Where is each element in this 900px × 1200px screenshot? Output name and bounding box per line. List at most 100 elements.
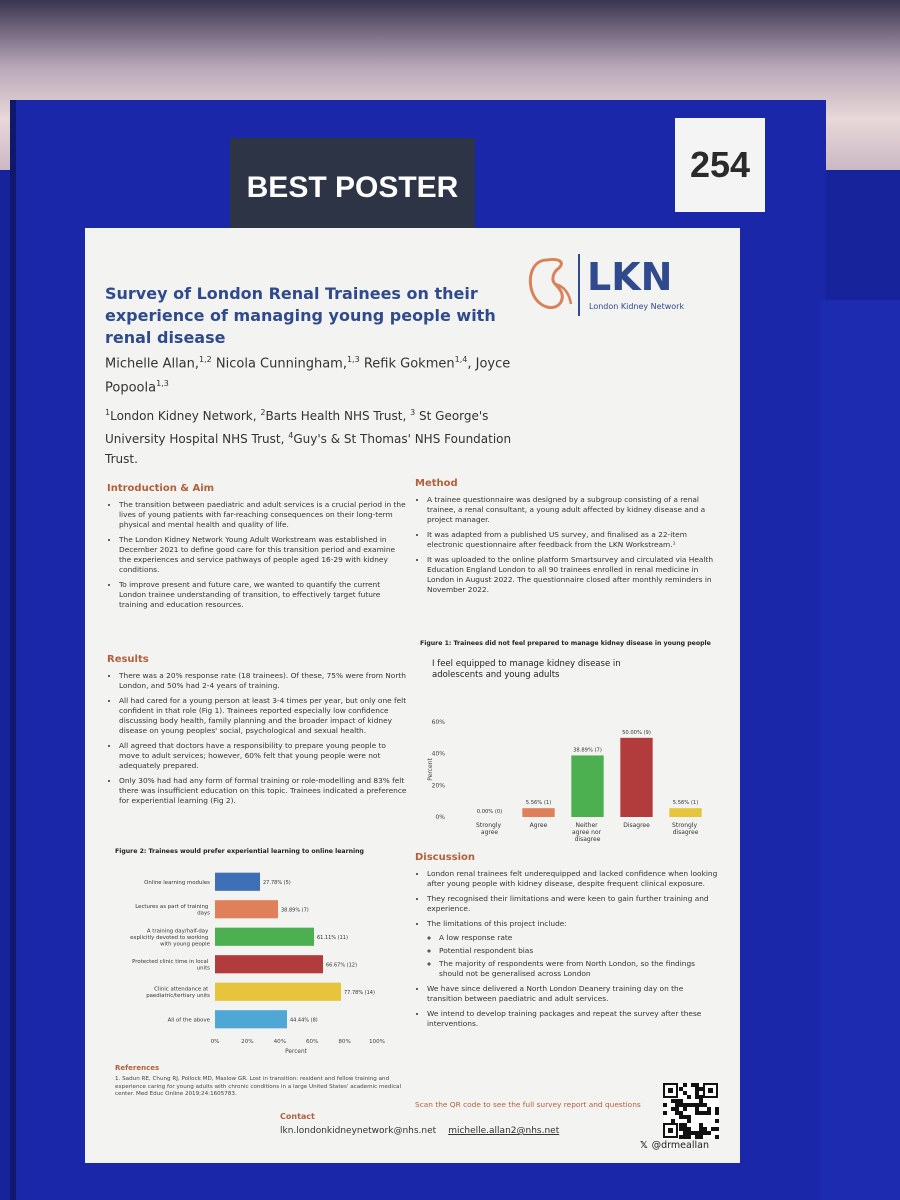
qr-module: [707, 1131, 711, 1135]
qr-module: [695, 1083, 699, 1087]
qr-module: [691, 1103, 695, 1107]
qr-finder: [703, 1083, 718, 1098]
section: Discussion London renal trainees felt und…: [415, 852, 720, 1034]
bullet: All had cared for a young person at leas…: [119, 696, 407, 736]
bullet: Only 30% had had any form of formal trai…: [119, 776, 407, 806]
authors: Michelle Allan,1,2 Nicola Cunningham,1,3…: [105, 350, 515, 399]
qr-module: [683, 1123, 687, 1127]
affiliations: 1London Kidney Network, 2Barts Health NH…: [105, 403, 515, 469]
author-name: Joyce Popoola: [105, 356, 511, 396]
bullet: The London Kidney Network Young Adult Wo…: [119, 535, 407, 575]
poster-title: Survey of London Renal Trainees on their…: [105, 284, 496, 347]
bar: [215, 872, 261, 891]
bullet-list: A trainee questionnaire was designed by …: [415, 495, 720, 595]
bullet: We intend to develop training packages a…: [427, 1009, 720, 1029]
qr-module: [695, 1087, 699, 1091]
contact: Contact lkn.londonkidneynetwork@nhs.net m…: [280, 1112, 560, 1136]
bar: [215, 900, 279, 919]
side-board: [820, 300, 900, 1200]
qr-module: [687, 1115, 691, 1119]
qr-module: [679, 1115, 683, 1119]
qr-module: [687, 1119, 691, 1123]
qr-module: [679, 1123, 683, 1127]
qr-module: [687, 1095, 691, 1099]
section: Introduction & Aim The transition between…: [107, 483, 407, 615]
handle-text: @drmeallan: [651, 1140, 709, 1151]
qr-module: [715, 1119, 719, 1123]
qr-module: [683, 1135, 687, 1139]
qr-module: [715, 1135, 719, 1139]
x-logo: 𝕏: [640, 1140, 648, 1151]
qr-module: [671, 1119, 675, 1123]
qr-module: [699, 1095, 703, 1099]
bullet: It was uploaded to the online platform S…: [427, 555, 720, 595]
references: References 1. Sadun RE, Chung RJ, Polloc…: [115, 1064, 405, 1099]
bar: [215, 1010, 287, 1029]
y-tick-label: A training day/half-day explicitly devot…: [130, 928, 211, 947]
qr-module: [679, 1127, 683, 1131]
x-tick-label: 40%: [274, 1039, 286, 1045]
bullet: London renal trainees felt underequipped…: [427, 869, 720, 889]
section-heading: Discussion: [415, 852, 476, 863]
qr-module: [699, 1111, 703, 1115]
figure-caption: Figure 1: Trainees did not feel prepared…: [420, 640, 711, 647]
qr-finder: [663, 1123, 678, 1138]
qr-module: [715, 1127, 719, 1131]
qr-module: [675, 1111, 679, 1115]
bar: [215, 955, 324, 974]
x-tick-label: Neither agree nor disagree: [572, 822, 603, 843]
bullet: There was a 20% response rate (18 traine…: [119, 671, 407, 691]
bar: [571, 755, 604, 817]
x-tick-label: 80%: [338, 1039, 350, 1045]
qr-module: [679, 1087, 683, 1091]
qr-module: [691, 1131, 695, 1135]
qr-module: [683, 1103, 687, 1107]
author-affiliation: 1,2: [199, 355, 212, 364]
qr-caption: Scan the QR code to see the full survey …: [415, 1100, 641, 1109]
qr-module: [683, 1115, 687, 1119]
bullet: The limitations of this project include:…: [427, 919, 720, 979]
bullet: We have since delivered a North London D…: [427, 984, 720, 1004]
qr-code[interactable]: [663, 1083, 719, 1139]
affiliation-number: 3: [410, 408, 416, 417]
qr-module: [663, 1111, 667, 1115]
qr-module: [695, 1103, 699, 1107]
author-affiliation: 1,3: [156, 379, 169, 389]
qr-module: [707, 1107, 711, 1111]
x-tick-label: 20%: [241, 1039, 253, 1045]
affiliation-text: St George's University Hospital NHS Trus…: [105, 409, 489, 446]
logo-graphic: LKN London Kidney Network: [528, 254, 684, 316]
y-tick-label: All of the above: [168, 1017, 211, 1023]
qr-module: [707, 1111, 711, 1115]
qr-module: [703, 1127, 707, 1131]
references-heading: References: [115, 1064, 160, 1072]
author-name: Refik Gokmen: [363, 356, 455, 372]
qr-finder: [708, 1088, 713, 1093]
author-affiliation: 1,3: [346, 355, 360, 364]
x-axis-label: Percent: [285, 1049, 308, 1055]
author-name: Michelle Allan,: [105, 356, 200, 372]
bullet-list: There was a 20% response rate (18 traine…: [107, 671, 407, 806]
qr-finder: [668, 1128, 673, 1133]
qr-module: [683, 1091, 687, 1095]
x-tick-label: Agree: [530, 822, 548, 829]
value-label: 5.56% (1): [673, 800, 698, 806]
bullet-list: London renal trainees felt underequipped…: [415, 869, 720, 1029]
email: michelle.allan2@nhs.net: [448, 1126, 560, 1136]
section-heading: Method: [415, 478, 458, 489]
qr-module: [699, 1131, 703, 1135]
value-label: 0.00% (0): [477, 809, 502, 815]
qr-module: [687, 1131, 691, 1135]
qr-module: [683, 1083, 687, 1087]
logo: LKN London Kidney Network: [525, 246, 725, 321]
bar: [215, 982, 342, 1001]
section: Method A trainee questionnaire was design…: [415, 478, 720, 600]
qr-module: [679, 1103, 683, 1107]
qr-module: [715, 1111, 719, 1115]
bullet: It was adapted from a published US surve…: [427, 530, 720, 550]
best-poster-badge: BEST POSTER: [230, 138, 475, 238]
reference: 1. Sadun RE, Chung RJ, Pollock MD, Maslo…: [115, 1076, 402, 1097]
x-tick-label: 0%: [211, 1039, 220, 1045]
author-affiliation: 1,4: [454, 355, 468, 364]
